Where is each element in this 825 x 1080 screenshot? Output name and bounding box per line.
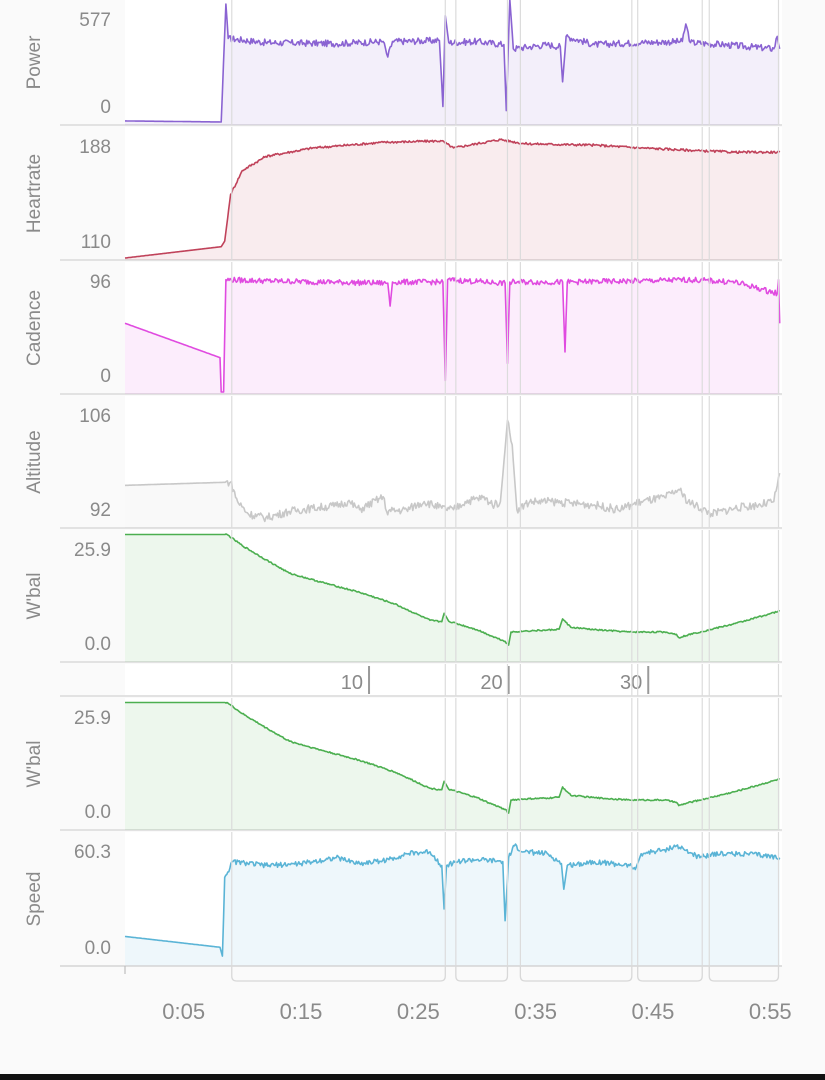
panel-label-heartrate: Heartrate [24,154,45,233]
y-tick-max-wbal_2: 25.9 [74,708,111,729]
x-axis: 0:05 0:15 0:25 0:35 0:45 0:55 [60,965,792,1024]
series-line-speed [124,843,781,957]
series-area-altitude [125,420,780,528]
panel-background-wbal_2 [125,698,782,830]
x-tick-label-2: 0:25 [397,999,440,1024]
x-tick-label-5: 0:55 [749,999,792,1024]
middle-tick-label-1: 20 [480,672,502,694]
y-tick-max-altitude: 106 [79,406,111,427]
middle-tick-label-2: 30 [620,672,642,694]
middle-axis: 10 20 30 [60,664,782,697]
panel-background-speed [125,832,782,966]
panel-label-wbal_2: W'bal [24,741,45,788]
x-tick-label-0: 0:05 [162,999,205,1024]
panel-heartrate[interactable]: Heartrate 188 110 [24,127,782,261]
panel-background-wbal_1 [125,530,782,662]
y-tick-min-speed: 0.0 [85,938,111,959]
middle-tick-label-0: 10 [341,672,363,694]
panel-background-cadence [125,262,782,394]
y-tick-max-cadence: 96 [90,272,111,293]
panel-wbal_2[interactable]: W'bal 25.9 0.0 [24,698,782,831]
panel-label-cadence: Cadence [24,290,45,366]
interval-bracket-4 [708,966,780,982]
series-area-heartrate [125,139,780,260]
x-tick-label-4: 0:45 [632,999,675,1024]
series-line-power [125,0,781,123]
panel-label-speed: Speed [24,872,45,927]
series-area-wbal_1 [125,534,780,662]
panel-cadence[interactable]: Cadence 96 0 [24,262,782,395]
middle-axis-band [125,664,782,696]
y-tick-min-wbal_2: 0.0 [85,802,111,823]
interval-bracket-0 [231,966,446,982]
series-line-wbal_1 [125,533,780,646]
y-tick-min-power: 0 [100,97,111,118]
x-tick-label-3: 0:35 [514,999,557,1024]
panel-label-power: Power [24,35,45,90]
series-line-cadence [124,276,781,393]
y-tick-max-wbal_1: 25.9 [74,540,111,561]
y-tick-min-cadence: 0 [100,366,111,387]
panel-altitude[interactable]: Altitude 106 92 [24,396,782,529]
series-line-altitude [124,419,781,523]
series-area-speed [125,844,780,966]
series-line-wbal_2 [125,701,780,814]
y-tick-min-altitude: 92 [90,500,111,521]
series-line-heartrate [124,138,781,259]
y-tick-max-speed: 60.3 [74,842,111,863]
y-tick-max-heartrate: 188 [79,137,111,158]
series-area-wbal_2 [125,702,780,830]
panel-label-altitude: Altitude [24,430,45,493]
panel-wbal_1[interactable]: W'bal 25.9 0.0 [24,530,782,663]
screen-edge-bar [0,1074,825,1080]
panel-speed[interactable]: Speed 60.3 0.0 [24,832,782,967]
interval-bracket-3 [637,966,703,982]
panel-power[interactable]: Power 577 0 [24,0,782,126]
series-area-cadence [125,277,780,394]
interval-bracket-1 [455,966,509,982]
y-tick-min-wbal_1: 0.0 [85,634,111,655]
panel-background-power [125,0,782,125]
interval-bracket-2 [519,966,633,982]
series-area-power [125,0,780,125]
y-tick-max-power: 577 [79,10,111,31]
x-tick-label-1: 0:15 [280,999,323,1024]
y-tick-min-heartrate: 110 [81,232,111,253]
panel-label-wbal_1: W'bal [24,573,45,620]
panel-background-altitude [125,396,782,528]
